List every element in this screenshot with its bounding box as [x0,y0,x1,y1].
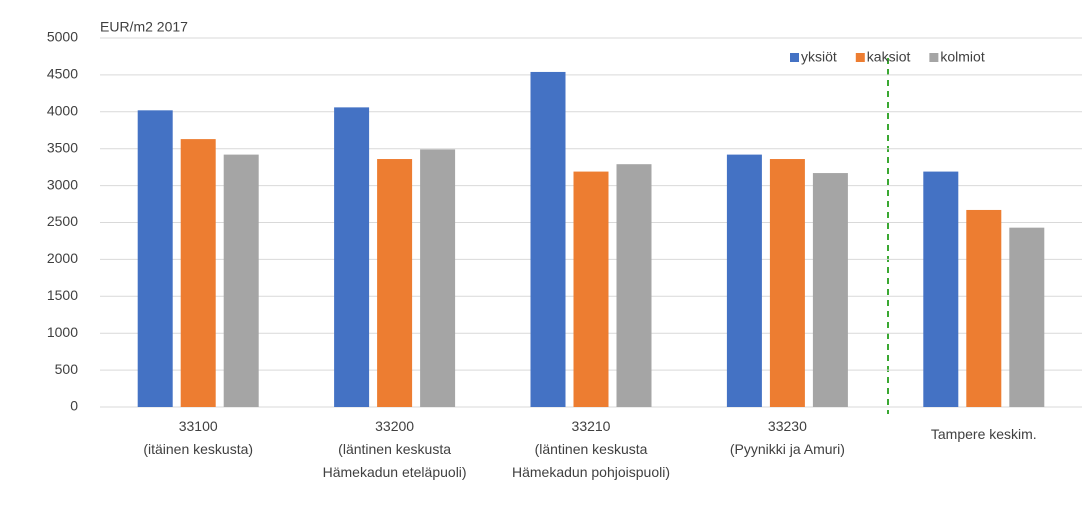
x-tick-label-line: (läntinen keskusta [535,441,648,457]
legend-swatch [790,53,799,62]
y-tick-label: 1500 [47,287,78,303]
x-tick-label: 33200 (läntinen keskusta Hämekadun eteläpu… [323,418,467,480]
x-tick-label: Tampere keskim. [931,426,1037,442]
x-tick-label-line: (läntinen keskusta [338,441,451,457]
bar [726,154,762,407]
y-tick-label: 4000 [47,103,78,119]
bar [966,209,1002,407]
legend-label: kaksiot [867,49,911,65]
x-tick-label-line: (itäinen keskusta) [143,441,253,457]
x-tick-label-line: Tampere keskim. [931,426,1037,442]
x-tick-label-line: Hämekadun eteläpuoli) [323,464,467,480]
bar [616,164,652,407]
y-tick-label: 2000 [47,250,78,266]
y-tick-label: 4500 [47,66,78,82]
bar [530,71,566,407]
bar [573,171,609,407]
x-tick-label-line: 33200 [375,418,414,434]
bar [1009,227,1045,407]
y-tick-label: 3500 [47,139,78,155]
x-tick-label-line: Hämekadun pohjoispuoli) [512,464,670,480]
x-tick-label: 33230 (Pyynikki ja Amuri) [730,418,845,457]
bar [334,107,370,407]
x-tick-label-line: (Pyynikki ja Amuri) [730,441,845,457]
bar [180,139,216,407]
y-tick-label: 2500 [47,213,78,229]
y-tick-label: 0 [70,398,78,414]
bar [137,110,173,407]
x-tick-label-line: 33230 [768,418,807,434]
bar [377,159,413,407]
y-tick-label: 5000 [47,29,78,45]
legend-swatch [929,53,939,62]
legend-label: yksiöt [801,49,837,65]
legend-swatch [855,53,865,62]
x-tick-label: 33100 (itäinen keskusta) [143,418,253,457]
bar [812,173,848,407]
x-tick-label-line: 33210 [572,418,611,434]
bar [223,154,259,407]
y-axis-title: EUR/m2 2017 [100,19,188,35]
bar [923,171,959,407]
legend-label: kolmiot [940,49,984,65]
y-tick-label: 1000 [47,324,78,340]
x-tick-label: 33210 (läntinen keskusta Hämekadun pohjois… [512,418,670,480]
y-tick-label: 3000 [47,176,78,192]
bar [769,159,805,407]
x-tick-label-line: 33100 [179,418,218,434]
bar [420,149,456,408]
y-tick-label: 500 [55,361,79,377]
